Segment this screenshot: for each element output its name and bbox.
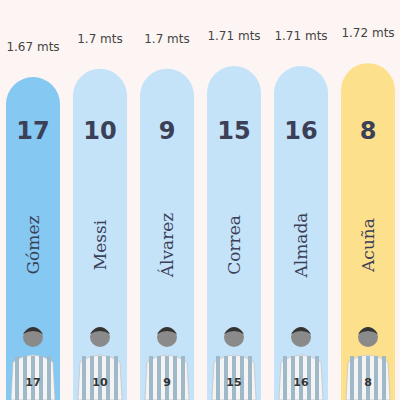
player-photo: 8: [346, 327, 390, 400]
shirt-number: 15: [226, 376, 241, 389]
head: [358, 327, 378, 347]
bar: [207, 66, 261, 400]
shirt-stripe: [283, 356, 287, 400]
category-label: Correa: [224, 215, 244, 275]
shirt-stripe: [248, 356, 252, 400]
player-photo: 9: [145, 327, 189, 400]
category-label: Acuña: [358, 218, 378, 273]
shirt: [279, 355, 323, 400]
head: [224, 327, 244, 347]
hair: [224, 327, 244, 334]
value-label: 1.71 mts: [274, 29, 327, 43]
category-label: Gómez: [23, 215, 43, 274]
jersey-number: 10: [83, 117, 116, 145]
hair: [90, 327, 110, 334]
shirt-stripe: [82, 356, 86, 400]
shirt-number: 10: [92, 376, 108, 389]
shirt-stripe: [315, 356, 319, 400]
shirt: [212, 355, 256, 400]
head: [90, 327, 110, 347]
shirt-stripe: [358, 356, 362, 400]
hair: [291, 327, 311, 334]
chart-container: 1.67 mts 17 Gómez 1.7 mts 10 Messi 1.7 mts 9 Álv…: [0, 0, 400, 400]
shirt-stripe: [374, 356, 378, 400]
photos: 17 10 9 15 16 8: [11, 327, 390, 400]
bars: [6, 63, 395, 400]
player-photo: 16: [279, 327, 323, 400]
shirt: [78, 355, 122, 400]
category-label: Messi: [90, 219, 110, 270]
player-photo: 10: [78, 327, 122, 400]
shirt-number: 17: [25, 376, 40, 389]
bar: [6, 77, 60, 400]
labels: 1.67 mts 17 Gómez 1.7 mts 10 Messi 1.7 mts 9 Álv…: [6, 26, 394, 278]
bar: [274, 66, 328, 400]
value-label: 1.7 mts: [144, 32, 190, 46]
hair: [358, 327, 378, 334]
jersey-number: 17: [16, 117, 49, 145]
category-label: Almada: [291, 213, 311, 279]
player-photo: 17: [11, 327, 55, 400]
shirt-number: 16: [293, 376, 309, 389]
value-label: 1.7 mts: [77, 32, 123, 46]
shirt-stripe: [149, 356, 153, 400]
jersey-number: 8: [360, 117, 377, 145]
bar: [73, 69, 127, 400]
value-label: 1.72 mts: [341, 26, 394, 40]
shirt-stripe: [216, 356, 220, 400]
hair: [23, 327, 43, 334]
value-label: 1.71 mts: [207, 29, 260, 43]
shirt-number: 8: [364, 376, 372, 389]
shirt-stripe: [15, 356, 19, 400]
bar: [341, 63, 395, 400]
head: [23, 327, 43, 347]
shirt-stripe: [157, 356, 161, 400]
head: [157, 327, 177, 347]
shirt-stripe: [350, 356, 354, 400]
shirt-stripe: [181, 356, 185, 400]
jersey-number: 16: [284, 117, 317, 145]
shirt: [145, 355, 189, 400]
shirt: [11, 355, 55, 400]
shirt: [346, 355, 390, 400]
shirt-stripe: [382, 356, 386, 400]
shirt-stripe: [173, 356, 177, 400]
category-label: Álvarez: [157, 213, 177, 279]
jersey-number: 9: [159, 117, 176, 145]
value-label: 1.67 mts: [6, 40, 59, 54]
bar: [140, 69, 194, 400]
hair: [157, 327, 177, 334]
shirt-stripe: [114, 356, 118, 400]
player-photo: 15: [212, 327, 256, 400]
jersey-number: 15: [217, 117, 250, 145]
head: [291, 327, 311, 347]
shirt-number: 9: [163, 376, 171, 389]
chart-svg: 1.67 mts 17 Gómez 1.7 mts 10 Messi 1.7 mts 9 Álv…: [0, 0, 400, 400]
shirt-stripe: [47, 356, 51, 400]
